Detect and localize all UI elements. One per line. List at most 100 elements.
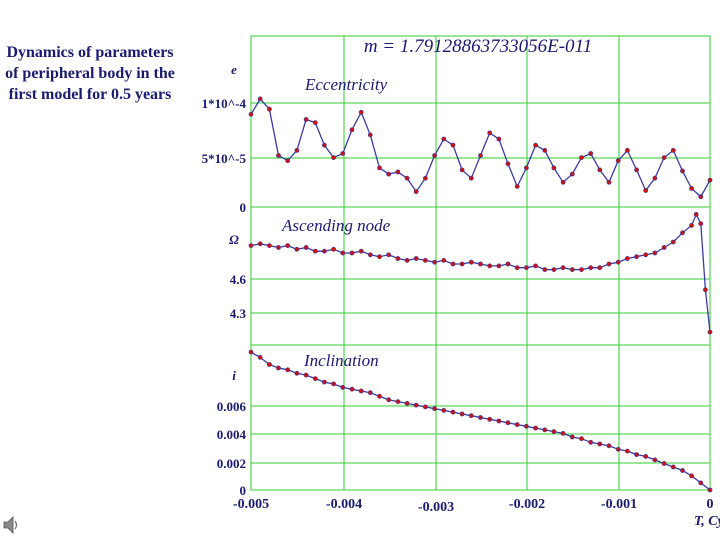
panel-2-point-21 — [441, 407, 447, 413]
panel-0-point-0 — [248, 111, 254, 117]
panel-2-y-tick-label-3: 0 — [240, 483, 247, 498]
panel-1-point-37 — [588, 265, 594, 271]
panel-0-point-5 — [294, 147, 300, 153]
panel-1-point-22 — [450, 261, 456, 267]
panel-2-point-14 — [377, 393, 382, 399]
panel-2-point-4 — [285, 367, 291, 373]
panel-2-point-29 — [514, 422, 520, 427]
panel-0-point-25 — [478, 153, 483, 158]
panel-2-point-9 — [331, 381, 336, 387]
panel-0-point-43 — [643, 188, 649, 193]
panel-0-title: Eccentricity — [304, 75, 388, 94]
panel-1-point-28 — [505, 261, 511, 267]
panel-2-point-38 — [597, 441, 603, 447]
panel-1-point-26 — [487, 263, 493, 269]
panel-0-point-38 — [597, 167, 603, 173]
panel-2-point-49 — [698, 480, 704, 486]
panel-0-point-48 — [689, 186, 694, 191]
panel-0-point-23 — [459, 167, 465, 173]
panel-1-point-47 — [680, 230, 685, 236]
panel-2-y-tick-label-1: 0.004 — [217, 427, 247, 442]
panel-2-point-17 — [404, 400, 410, 406]
panel-1-point-46 — [670, 239, 676, 245]
panel-2-point-35 — [569, 434, 575, 440]
panel-0-point-50 — [707, 177, 713, 183]
label-layer: m = 1.79128863733056E-011 -0.005 -0.004 -0.… — [202, 36, 720, 529]
panel-1-point-8 — [321, 248, 327, 254]
x-tick-label-2: -0.003 — [418, 500, 454, 515]
panel-1-point-14 — [377, 254, 382, 260]
panel-2-point-2 — [266, 362, 272, 367]
panel-1-point-39 — [606, 261, 612, 267]
panel-2-point-8 — [321, 379, 327, 385]
panel-1-point-21 — [441, 257, 447, 263]
panel-1-point-29 — [514, 265, 520, 271]
panel-1-point-9 — [331, 246, 336, 252]
panel-0-point-2 — [266, 106, 272, 112]
panel-1-point-13 — [367, 252, 373, 258]
panel-1-point-48 — [689, 222, 694, 228]
x-tick-label-1: -0.004 — [326, 497, 362, 512]
panel-0-point-30 — [524, 165, 529, 171]
x-tick-label-3: -0.002 — [509, 497, 545, 512]
panel-1-point-52 — [707, 329, 713, 335]
panel-0-y-tick-label-1: 5*10^-5 — [202, 151, 247, 166]
panel-1-point-4 — [285, 243, 291, 248]
panel-0-point-3 — [276, 153, 281, 158]
panel-1-point-40 — [615, 259, 621, 265]
panel-1-point-25 — [478, 261, 483, 267]
panel-1-point-49 — [693, 211, 699, 217]
panel-1-point-42 — [634, 254, 639, 260]
panel-2-point-22 — [450, 409, 456, 415]
panel-0-point-22 — [450, 142, 456, 148]
panel-1-point-32 — [542, 267, 548, 272]
panel-1-point-30 — [524, 265, 529, 271]
x-tick-label-4: -0.001 — [601, 497, 637, 512]
panel-1-point-11 — [349, 250, 355, 256]
panel-2-point-28 — [505, 420, 511, 426]
panel-1-point-0 — [248, 243, 254, 248]
panel-2-y-axis-label: i — [232, 368, 236, 383]
panel-0-y-axis-label: e — [231, 62, 237, 77]
panel-2-point-37 — [588, 439, 594, 445]
panel-1-point-31 — [533, 263, 538, 269]
series-layer — [248, 96, 713, 493]
panel-1-point-43 — [643, 252, 649, 258]
panel-2-point-41 — [625, 448, 630, 454]
panel-0-point-11 — [349, 127, 355, 133]
panel-0-point-12 — [358, 109, 364, 115]
panel-2-point-7 — [312, 376, 318, 381]
panel-0-point-33 — [551, 165, 557, 171]
chart-title: m = 1.79128863733056E-011 — [364, 36, 592, 57]
x-axis-label: T, Cyr — [694, 514, 720, 529]
panel-2-point-18 — [413, 402, 419, 408]
panel-2-point-23 — [459, 411, 465, 417]
panel-1-point-35 — [569, 267, 575, 272]
speaker-icon[interactable] — [2, 515, 20, 535]
panel-1-point-2 — [266, 243, 272, 248]
panel-0-point-6 — [303, 117, 309, 122]
panel-2-point-31 — [533, 425, 538, 431]
panel-0-point-21 — [441, 136, 447, 142]
panel-1-point-20 — [432, 259, 437, 265]
panel-0-point-10 — [340, 151, 346, 156]
panel-2-point-27 — [496, 418, 502, 424]
panel-0-point-31 — [533, 142, 538, 148]
x-tick-label-0: -0.005 — [233, 497, 269, 512]
panel-0-point-20 — [432, 153, 437, 158]
panel-2-point-30 — [524, 423, 529, 429]
panel-2-point-40 — [615, 446, 621, 452]
panel-2-point-45 — [661, 461, 667, 466]
panel-0-y-tick-label-0: 1*10^-4 — [202, 96, 247, 111]
panel-1-point-3 — [276, 245, 281, 250]
panel-0-point-16 — [395, 169, 401, 175]
panel-0-point-37 — [588, 151, 594, 156]
panel-0-point-49 — [698, 194, 704, 200]
panel-0-point-44 — [652, 175, 658, 181]
panel-0-point-7 — [312, 120, 318, 125]
panel-0-point-14 — [377, 165, 382, 171]
panel-2-point-0 — [248, 349, 254, 355]
panel-1-point-23 — [459, 261, 465, 267]
panel-2-point-36 — [579, 436, 584, 442]
